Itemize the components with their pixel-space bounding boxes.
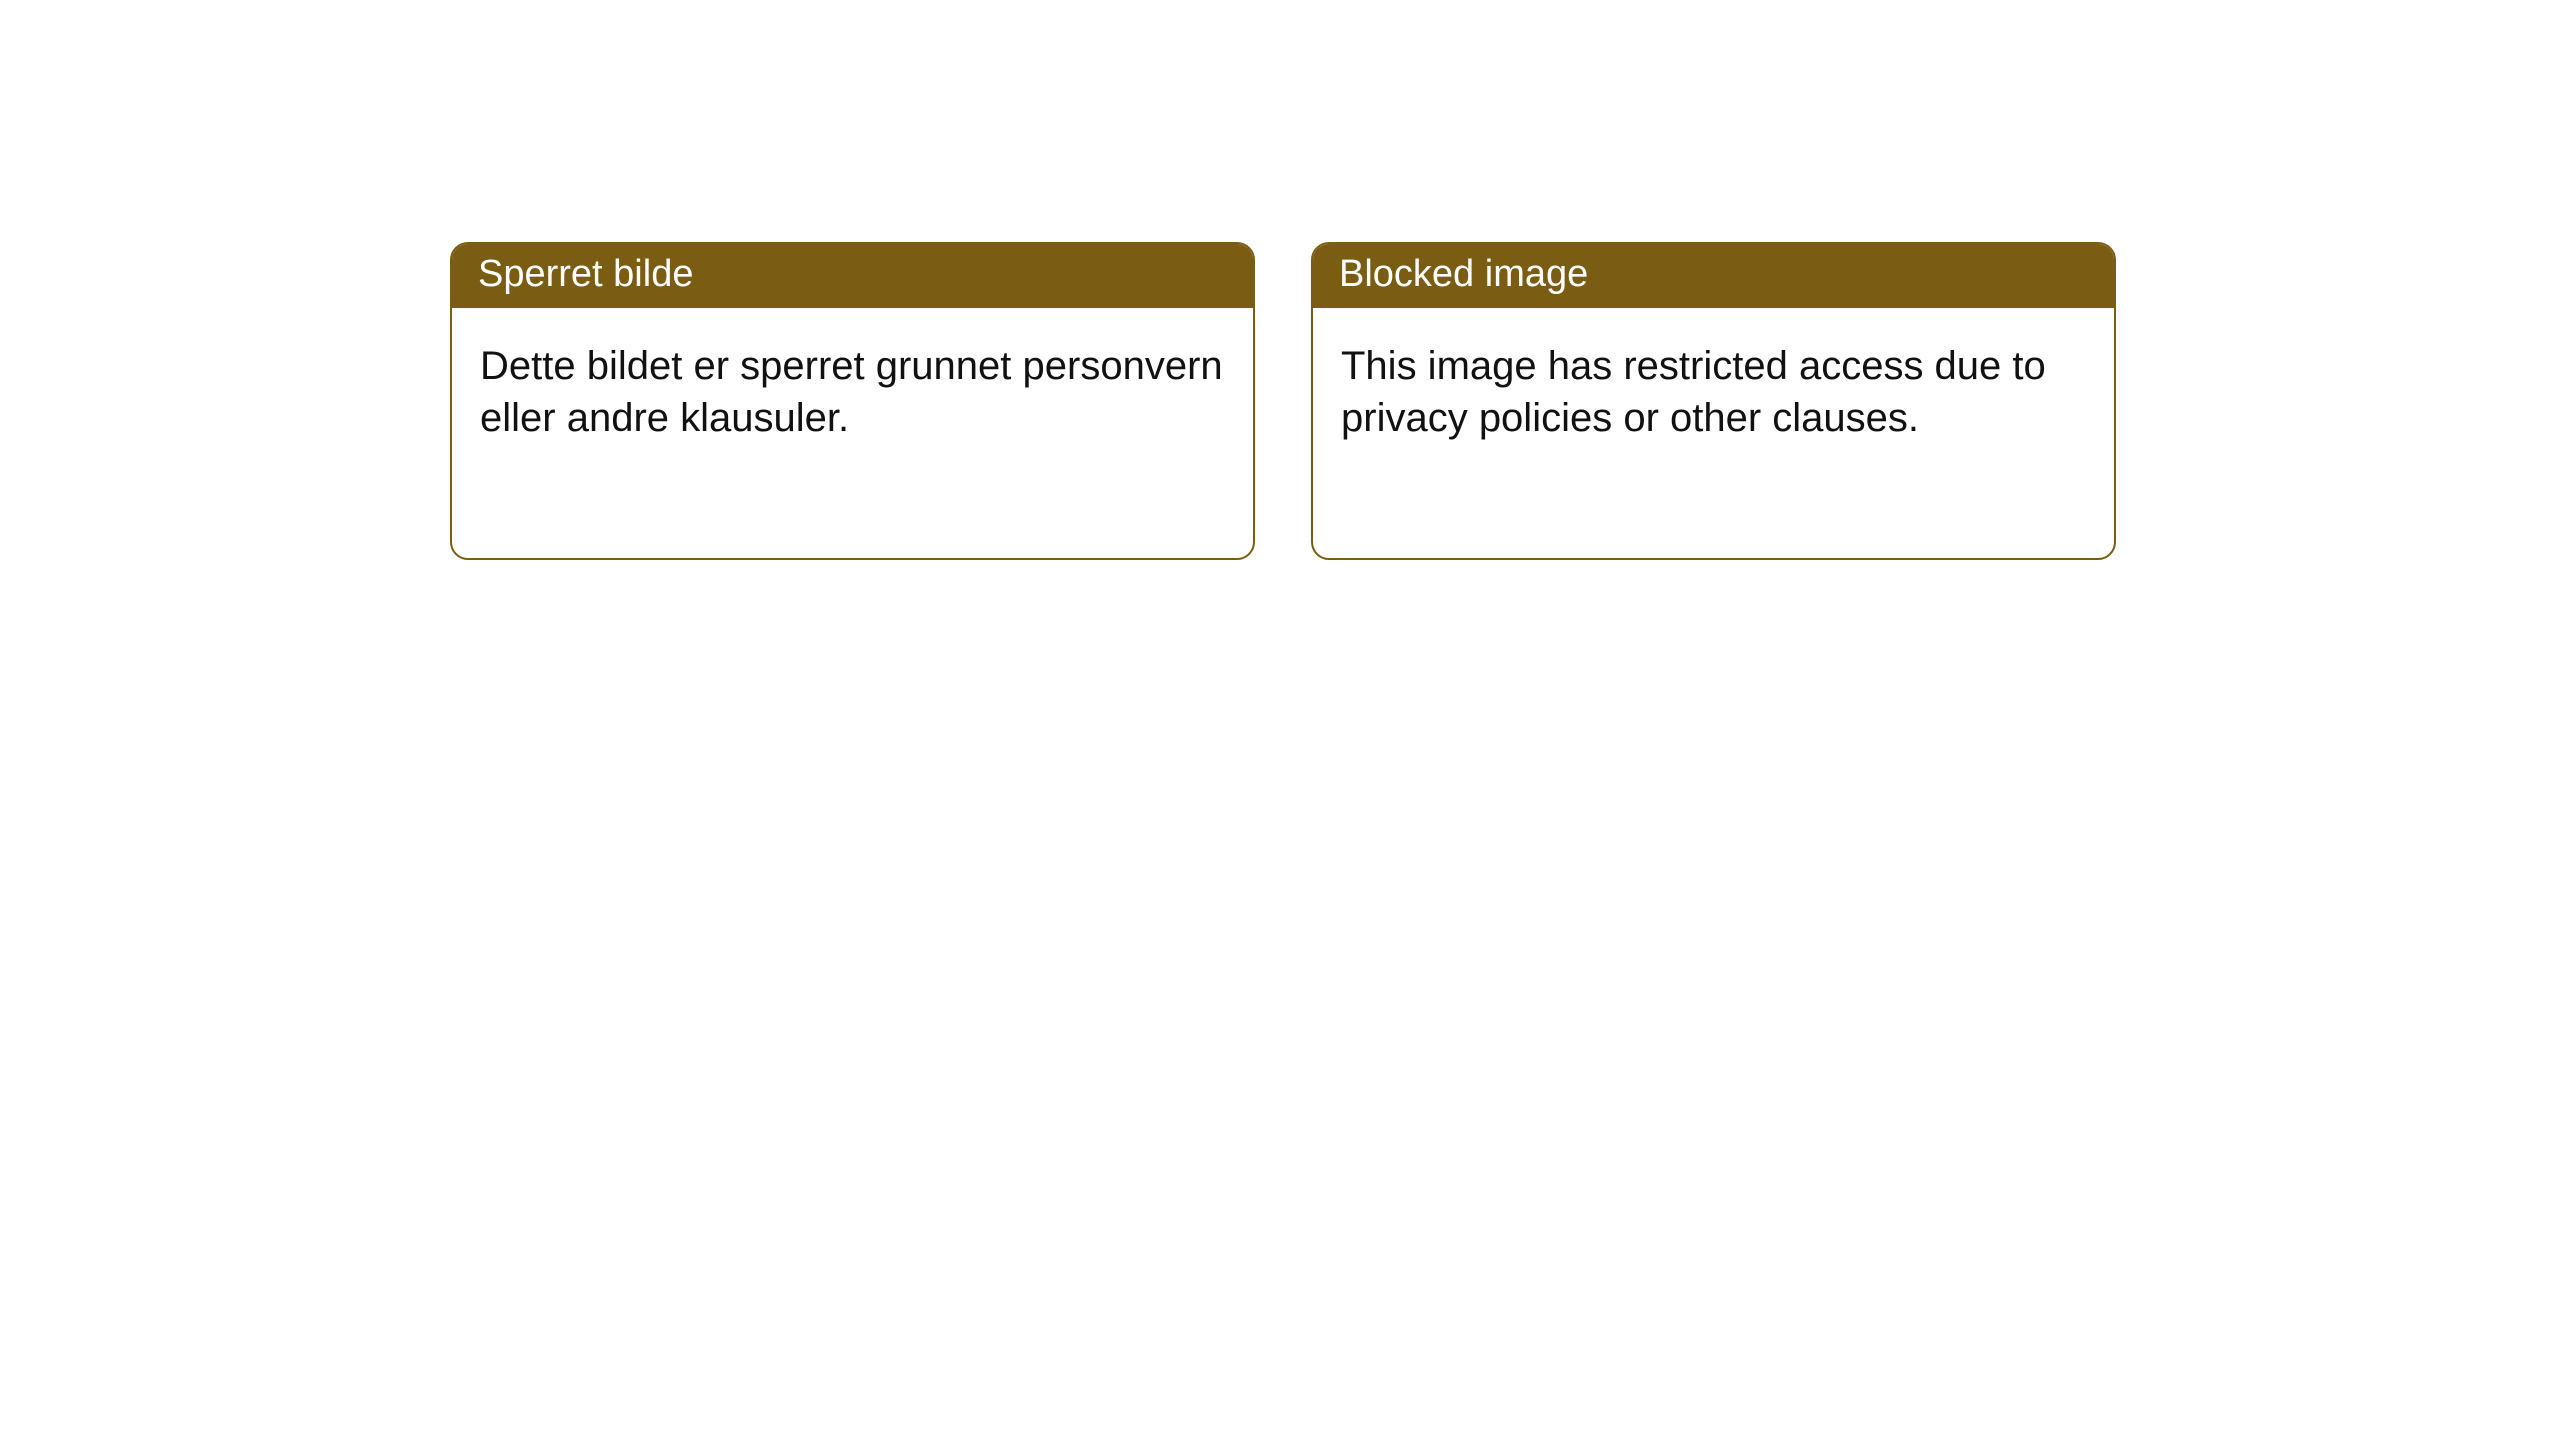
notice-container: Sperret bilde Dette bildet er sperret gr…	[0, 0, 2560, 560]
notice-title-no: Sperret bilde	[452, 244, 1253, 308]
notice-message-no: Dette bildet er sperret grunnet personve…	[452, 308, 1253, 558]
notice-card-no: Sperret bilde Dette bildet er sperret gr…	[450, 242, 1255, 560]
notice-message-en: This image has restricted access due to …	[1313, 308, 2114, 558]
notice-card-en: Blocked image This image has restricted …	[1311, 242, 2116, 560]
notice-title-en: Blocked image	[1313, 244, 2114, 308]
